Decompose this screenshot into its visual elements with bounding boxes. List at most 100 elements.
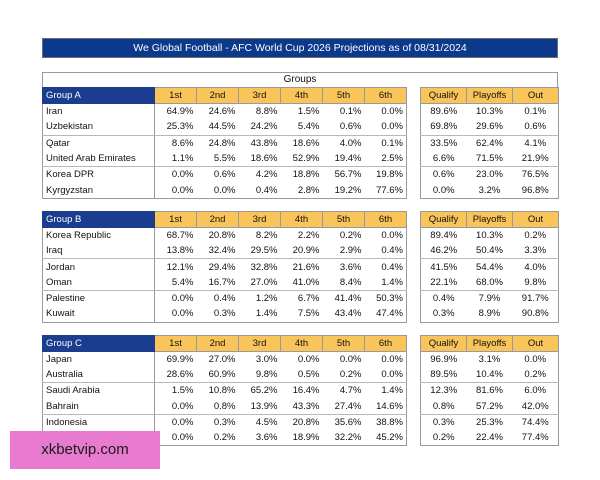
- place-probability: 3.6%: [238, 430, 281, 447]
- place-probability: 16.4%: [292, 385, 320, 397]
- team-name: Iraq: [42, 243, 155, 260]
- place-probability: 21.6%: [292, 261, 320, 273]
- outcome-probability: 0.2%: [512, 366, 559, 384]
- place-probability: 19.4%: [322, 150, 365, 168]
- place-probability: 2.9%: [322, 243, 365, 260]
- team-name: Japan: [42, 351, 155, 367]
- place-probability: 45.2%: [364, 430, 407, 447]
- team-name: Indonesia: [42, 414, 155, 431]
- column-header-outcome: Qualify: [420, 210, 467, 228]
- group-spacer: [42, 323, 558, 335]
- place-probability: 12.1%: [154, 258, 197, 275]
- outcome-probability: 33.5%: [420, 135, 467, 151]
- column-header-outcome: Qualify: [420, 87, 467, 104]
- column-gap: [406, 398, 421, 415]
- place-probability: 3.0%: [255, 353, 278, 365]
- place-probability: 50.3%: [364, 290, 407, 307]
- place-probability: 0.0%: [154, 430, 197, 447]
- team-name: Oman: [42, 274, 155, 291]
- place-probability: 0.8%: [196, 398, 239, 415]
- column-header-outcome: Out: [512, 210, 559, 228]
- column-gap: [406, 211, 421, 228]
- place-probability: 27.0%: [238, 274, 281, 291]
- place-probability: 2.8%: [280, 182, 323, 199]
- table-row: Indonesia 0.0% 0.3% 4.5% 20.8% 35.6% 38.8% 0.3%…: [42, 414, 559, 431]
- place-probability: 1.2%: [255, 293, 278, 305]
- place-probability: 0.0%: [154, 414, 197, 431]
- column-header-place: 3rd: [238, 210, 281, 228]
- place-probability: 77.6%: [364, 182, 407, 199]
- table-row: Palestine 0.0% 0.4% 1.2% 6.7% 41.4% 50.3% 0.4% 7…: [42, 290, 559, 307]
- place-probability: 2.2%: [297, 229, 320, 241]
- place-probability: 9.8%: [238, 366, 281, 384]
- outcome-probability: 0.3%: [420, 414, 467, 431]
- place-probability: 19.2%: [322, 182, 365, 199]
- place-probability: 0.2%: [339, 229, 362, 241]
- place-probability: 5.4%: [154, 274, 197, 291]
- place-probability: 60.9%: [196, 366, 239, 384]
- place-probability: 0.5%: [280, 366, 323, 384]
- column-gap: [406, 382, 421, 399]
- outcome-probability: 4.0%: [512, 258, 559, 275]
- column-header-place: 3rd: [238, 334, 281, 352]
- table-row: Kyrgyzstan 0.0% 0.0% 0.4% 2.8% 19.2% 77.6% 0.0%…: [42, 182, 559, 199]
- place-probability: 1.1%: [154, 150, 197, 168]
- place-probability: 20.8%: [292, 416, 320, 428]
- column-header-place: 4th: [280, 334, 323, 352]
- place-probability: 24.6%: [208, 106, 236, 118]
- table-row: Uzbekistan 25.3% 44.5% 24.2% 5.4% 0.6% 0.0% 69.…: [42, 119, 559, 136]
- column-gap: [406, 135, 421, 151]
- outcome-probability: 54.4%: [476, 261, 503, 273]
- outcome-probability: 9.8%: [512, 274, 559, 291]
- watermark-banner: xkbetvip.com: [10, 431, 160, 469]
- place-probability: 41.4%: [334, 293, 362, 305]
- table-row: Iraq 13.8% 32.4% 29.5% 20.9% 2.9% 0.4% 46.2% 50.…: [42, 243, 559, 260]
- outcome-probability: 81.6%: [476, 385, 503, 397]
- outcome-probability: 10.3%: [476, 229, 503, 241]
- team-name: United Arab Emirates: [42, 150, 155, 168]
- outcome-probability: 21.9%: [512, 150, 559, 168]
- outcome-probability: 96.9%: [420, 351, 467, 367]
- place-probability: 1.4%: [364, 382, 407, 399]
- place-probability: 18.6%: [292, 137, 320, 149]
- column-header-outcome: Out: [512, 334, 559, 352]
- column-gap: [406, 103, 421, 120]
- place-probability: 0.2%: [196, 430, 239, 447]
- column-gap: [406, 182, 421, 199]
- place-probability: 8.6%: [154, 135, 197, 151]
- place-probability: 10.8%: [208, 385, 236, 397]
- column-header-place: 6th: [364, 334, 407, 352]
- place-probability: 0.4%: [238, 182, 281, 199]
- column-gap: [406, 290, 421, 307]
- column-header-place: 1st: [154, 334, 197, 352]
- place-probability: 47.4%: [364, 306, 407, 323]
- place-probability: 64.9%: [154, 103, 197, 120]
- place-probability: 4.5%: [255, 416, 278, 428]
- outcome-probability: 22.4%: [466, 430, 513, 447]
- column-header-place: 1st: [154, 87, 197, 104]
- table-row: Korea Republic 68.7% 20.8% 8.2% 2.2% 0.2% 0.0%…: [42, 227, 559, 244]
- column-gap: [406, 119, 421, 136]
- place-probability: 0.3%: [213, 416, 236, 428]
- team-name: Kyrgyzstan: [42, 182, 155, 199]
- group-name: Group C: [42, 334, 155, 352]
- place-probability: 4.2%: [255, 169, 278, 181]
- team-name: Palestine: [42, 290, 155, 307]
- outcome-probability: 57.2%: [466, 398, 513, 415]
- group-spacer: [42, 199, 558, 211]
- place-probability: 5.4%: [280, 119, 323, 136]
- place-probability: 35.6%: [334, 416, 362, 428]
- place-probability: 1.5%: [154, 382, 197, 399]
- outcome-probability: 29.6%: [466, 119, 513, 136]
- place-probability: 0.0%: [364, 119, 407, 136]
- outcome-probability: 74.4%: [512, 414, 559, 431]
- team-name: Saudi Arabia: [42, 382, 155, 399]
- outcome-probability: 0.2%: [512, 227, 559, 244]
- place-probability: 4.7%: [339, 385, 362, 397]
- table-row: United Arab Emirates 1.1% 5.5% 18.6% 52.9% 19…: [42, 150, 559, 168]
- place-probability: 1.5%: [297, 106, 320, 118]
- outcome-probability: 62.4%: [476, 137, 503, 149]
- column-gap: [406, 351, 421, 367]
- place-probability: 13.8%: [154, 243, 197, 260]
- team-name: Korea DPR: [42, 166, 155, 183]
